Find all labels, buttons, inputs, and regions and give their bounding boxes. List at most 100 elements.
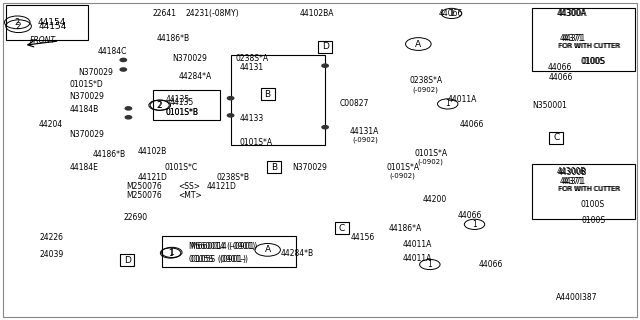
Text: 44156: 44156 [351,233,375,242]
FancyBboxPatch shape [162,236,296,267]
Text: 0100S: 0100S [582,216,606,225]
Text: 44186*B: 44186*B [93,150,126,159]
FancyBboxPatch shape [335,222,349,234]
Text: N370029: N370029 [172,53,207,62]
Text: (-0902): (-0902) [352,136,378,143]
Text: 24039: 24039 [39,250,63,259]
Text: FOR WITH CUTTER: FOR WITH CUTTER [558,186,620,192]
Text: D: D [124,256,131,265]
Text: B: B [264,90,271,99]
Text: 44154: 44154 [38,18,66,27]
Text: N370029: N370029 [70,92,104,101]
Text: 1: 1 [449,9,454,18]
FancyBboxPatch shape [532,164,636,219]
Text: 44102B: 44102B [138,147,166,156]
FancyBboxPatch shape [120,254,134,266]
Text: 44300A: 44300A [556,9,586,18]
Text: 1: 1 [445,100,450,108]
Text: 44184B: 44184B [70,105,99,114]
Text: 1: 1 [168,249,173,258]
Text: 0100S: 0100S [580,57,605,66]
Text: 1: 1 [428,260,432,269]
Circle shape [120,68,127,71]
Text: (-0902): (-0902) [389,172,415,179]
Text: 24226: 24226 [39,233,63,242]
Text: 44121D: 44121D [138,173,167,182]
Text: 44121D: 44121D [206,182,236,191]
Text: 44066: 44066 [548,73,573,82]
Text: C: C [553,133,559,142]
Circle shape [120,58,127,61]
Text: 44284*B: 44284*B [280,249,314,258]
Text: 44300A: 44300A [557,9,587,18]
Text: 44186*B: 44186*B [157,35,189,44]
Text: 1: 1 [170,248,174,257]
Text: 0101S*A: 0101S*A [239,138,273,147]
Circle shape [322,64,328,67]
Text: 0105S  (0901-): 0105S (0901-) [189,255,246,264]
Text: 0101S*B: 0101S*B [166,108,198,117]
Text: 0100S: 0100S [580,200,605,209]
Text: 44186*A: 44186*A [389,224,422,233]
Text: N370029: N370029 [79,68,113,77]
Text: 44284*A: 44284*A [178,72,211,81]
Circle shape [227,97,234,100]
Text: M660014 (-0901): M660014 (-0901) [189,242,255,251]
Text: 44300B: 44300B [557,168,587,177]
Text: 44011A: 44011A [403,254,433,263]
Text: A: A [264,245,271,254]
Text: (-0902): (-0902) [413,86,438,92]
Text: M250076: M250076 [126,182,162,191]
Text: 44066: 44066 [478,260,503,269]
Text: 2: 2 [15,18,20,27]
Text: 44011A: 44011A [448,95,477,104]
Text: C00827: C00827 [339,100,369,108]
FancyBboxPatch shape [532,8,636,71]
Text: 2: 2 [16,22,21,31]
Text: M250076: M250076 [126,190,162,200]
Text: 44204: 44204 [39,120,63,129]
Text: 44184C: 44184C [98,46,127,56]
Text: 22690: 22690 [124,213,147,222]
Text: 1: 1 [472,220,477,229]
Text: 44066: 44066 [547,63,572,72]
Text: 44066: 44066 [460,120,484,129]
Text: 44066: 44066 [439,9,463,18]
Text: <MT>: <MT> [178,190,202,200]
FancyBboxPatch shape [318,41,332,52]
Text: D: D [322,42,328,51]
Text: 24231(-08MY): 24231(-08MY) [186,9,239,18]
Text: FOR WITH CUTTER: FOR WITH CUTTER [559,186,621,192]
Text: A4400I387: A4400I387 [556,293,598,302]
Text: FRONT: FRONT [30,36,56,45]
Text: 44371: 44371 [561,34,586,43]
Text: 0101S*B: 0101S*B [166,108,198,117]
Text: 0101S*D: 0101S*D [70,80,104,89]
Text: 2: 2 [158,101,163,110]
Text: 2: 2 [157,101,161,110]
Text: N350001: N350001 [532,101,567,110]
Circle shape [227,114,234,117]
Circle shape [125,107,132,110]
Text: 44135: 44135 [170,98,193,107]
Text: FOR WITH CUTTER: FOR WITH CUTTER [559,43,621,49]
FancyBboxPatch shape [153,90,220,120]
Text: 0101S*A: 0101S*A [415,149,447,158]
Text: 44011A: 44011A [403,240,433,249]
Text: M660014 (-0901): M660014 (-0901) [191,242,257,251]
Text: 0101S*C: 0101S*C [164,163,197,172]
Text: 44131: 44131 [239,63,264,72]
Text: FOR WITH CUTTER: FOR WITH CUTTER [558,43,620,49]
Text: C: C [339,224,345,233]
Text: 44102BA: 44102BA [300,9,334,18]
Text: 22641: 22641 [153,9,177,18]
Text: 0105S  (0901-): 0105S (0901-) [191,255,248,264]
Text: 44154: 44154 [39,22,67,31]
Circle shape [322,125,328,129]
Text: 0101S*A: 0101S*A [387,163,420,172]
Text: 44200: 44200 [422,195,447,204]
FancyBboxPatch shape [6,5,88,40]
Text: 44066: 44066 [458,211,483,220]
FancyBboxPatch shape [267,161,281,173]
FancyBboxPatch shape [260,88,275,100]
